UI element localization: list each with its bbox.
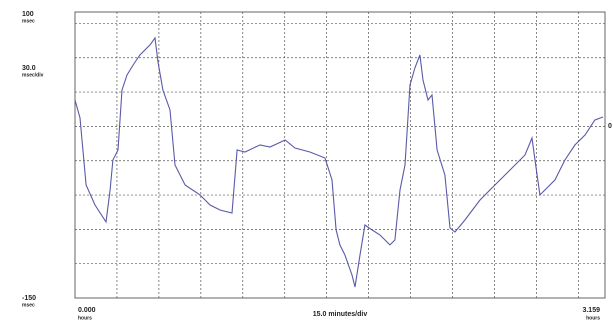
x-tick-label: 3.159 bbox=[582, 307, 600, 314]
zero-marker: 0 bbox=[608, 123, 612, 130]
x-unit: hours bbox=[586, 315, 600, 321]
y-unit: msec bbox=[22, 18, 35, 24]
y-tick-label: -150 bbox=[22, 295, 36, 302]
x-tick-label: 0.000 bbox=[78, 307, 96, 314]
y-scale-unit: msec/div bbox=[22, 72, 44, 78]
x-unit: hours bbox=[78, 315, 92, 321]
x-scale-label: 15.0 minutes/div bbox=[313, 311, 368, 318]
y-unit: msec bbox=[22, 302, 35, 308]
plot-frame bbox=[74, 11, 606, 299]
trace-line bbox=[74, 36, 604, 288]
y-tick-label: 100 bbox=[22, 11, 34, 18]
y-scale-label: 30.0 bbox=[22, 65, 36, 72]
